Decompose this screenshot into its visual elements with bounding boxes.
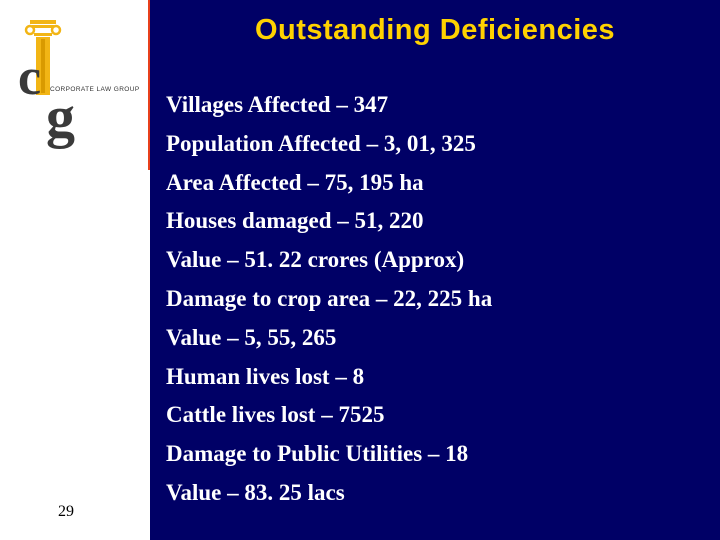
logo-column-flute — [41, 39, 45, 93]
logo-column-echinus — [32, 25, 54, 28]
list-item: Damage to crop area – 22, 225 ha — [166, 285, 493, 311]
list-item: Damage to Public Utilities – 18 — [166, 441, 469, 467]
list-item: Human lives lost – 8 — [166, 363, 365, 389]
list-item: Value – 5, 55, 265 — [166, 324, 337, 350]
logo-column-volute-right — [50, 24, 62, 36]
list-item: Area Affected – 75, 195 ha — [166, 169, 424, 195]
logo-column-capital — [30, 20, 56, 24]
slide-title: Outstanding Deficiencies — [254, 14, 616, 46]
list-item: Value – 51. 22 crores (Approx) — [166, 247, 465, 273]
logo-column-volute-left — [24, 24, 36, 36]
logo-letter-g: g — [46, 84, 75, 149]
list-item: Value – 83. 25 lacs — [166, 479, 345, 505]
list-item: Population Affected – 3, 01, 325 — [166, 130, 476, 156]
logo-column-abacus — [34, 33, 52, 36]
list-item: Houses damaged – 51, 220 — [166, 208, 424, 234]
main-panel — [150, 0, 720, 540]
list-item: Cattle lives lost – 7525 — [166, 402, 385, 428]
logo-caption: CORPORATE LAW GROUP — [50, 86, 140, 93]
clg-logo: c g — [18, 20, 75, 149]
page-number: 29 — [58, 503, 74, 520]
logo-letter-c: c — [18, 49, 41, 106]
list-item: Villages Affected – 347 — [166, 92, 389, 117]
left-panel — [0, 0, 148, 540]
deficiency-list: Villages Affected – 347 Population Affec… — [166, 86, 492, 513]
